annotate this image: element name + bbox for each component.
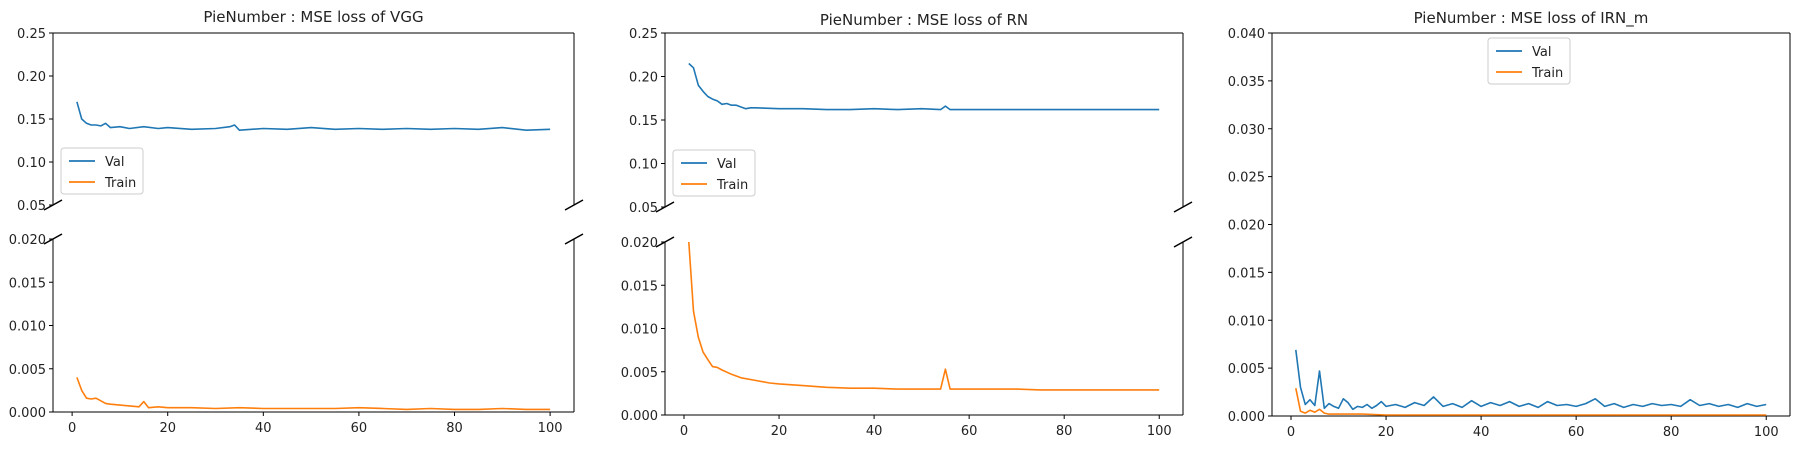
- series-line-val: [76, 101, 551, 131]
- y-tick-label: 0.020: [1228, 219, 1265, 234]
- y-tick-label: 0.20: [629, 71, 658, 86]
- axis-break-mark: [655, 201, 675, 213]
- x-tick-label: 20: [1378, 425, 1395, 440]
- panel-single: 0.000 0.005 0.010 0.015 0.020 0.025 0.030 0.035…: [1228, 27, 1791, 440]
- y-tick-label: 0.005: [1228, 362, 1265, 377]
- chart-title: PieNumber : MSE loss of IRN_m: [1414, 9, 1649, 28]
- legend-label: Train: [716, 178, 748, 193]
- chart-2: PieNumber : MSE loss of RN0.050.100.150.…: [621, 11, 1193, 439]
- legend-label: Val: [1532, 45, 1551, 60]
- x-tick-label: 60: [1568, 425, 1585, 440]
- chart-title: PieNumber : MSE loss of RN: [820, 11, 1028, 29]
- x-tick-label: 80: [446, 421, 463, 436]
- x-tick-label: 0: [1287, 425, 1295, 440]
- y-tick-label: 0.000: [1228, 410, 1265, 425]
- y-tick-label: 0.015: [9, 276, 46, 291]
- y-tick-label: 0.20: [17, 70, 46, 85]
- x-tick-label: 40: [1473, 425, 1490, 440]
- series-line-train: [1295, 388, 1767, 416]
- y-tick-label: 0.10: [629, 158, 658, 173]
- panel-top: 0.05 0.10 0.15 0.20 0.25: [17, 27, 584, 214]
- x-tick-label: 0: [680, 424, 688, 439]
- legend: Val Train: [1487, 37, 1571, 85]
- chart-3: PieNumber : MSE loss of IRN_m0.0000.0050…: [1228, 9, 1791, 440]
- panel-bottom: 0.000 0.005 0.010 0.015 0.020 0 20 40 60 80 100: [621, 236, 1193, 439]
- axis-break-mark: [43, 233, 63, 245]
- y-tick-label: 0.010: [9, 320, 46, 335]
- y-tick-label: 0.000: [9, 406, 46, 421]
- y-tick-label: 0.005: [621, 366, 658, 381]
- series-line-train: [688, 241, 1160, 391]
- x-tick-label: 60: [961, 424, 978, 439]
- series-line-val: [688, 62, 1160, 111]
- panel-bottom: 0.000 0.005 0.010 0.015 0.020 0 20 40 60 80 100: [9, 233, 584, 436]
- y-tick-label: 0.15: [17, 113, 46, 128]
- x-tick-label: 100: [1147, 424, 1172, 439]
- y-tick-label: 0.040: [1228, 27, 1265, 42]
- x-tick-label: 20: [159, 421, 176, 436]
- y-tick-label: 0.25: [17, 27, 46, 42]
- chart-title: PieNumber : MSE loss of VGG: [203, 8, 423, 26]
- x-tick-label: 20: [771, 424, 788, 439]
- chart-1: PieNumber : MSE loss of VGG0.050.100.150…: [9, 8, 584, 436]
- axis-break-mark: [1173, 236, 1193, 248]
- y-tick-label: 0.10: [17, 156, 46, 171]
- y-tick-label: 0.005: [9, 363, 46, 378]
- axis-break-mark: [1173, 201, 1193, 213]
- legend: Val Train: [60, 147, 144, 195]
- x-tick-label: 80: [1056, 424, 1073, 439]
- legend: Val Train: [672, 149, 756, 197]
- y-tick-label: 0.020: [9, 233, 46, 248]
- series-line-train: [76, 377, 551, 411]
- x-tick-label: 0: [68, 421, 76, 436]
- legend-label: Val: [105, 155, 124, 170]
- y-tick-label: 0.05: [17, 199, 46, 214]
- x-tick-label: 40: [255, 421, 272, 436]
- x-tick-label: 100: [1754, 425, 1779, 440]
- axis-break-mark: [564, 199, 584, 211]
- legend-label: Train: [104, 176, 136, 191]
- y-tick-label: 0.015: [621, 279, 658, 294]
- y-tick-label: 0.010: [621, 323, 658, 338]
- panel-top: 0.05 0.10 0.15 0.20 0.25: [629, 27, 1193, 216]
- axis-break-mark: [43, 199, 63, 211]
- axis-break-mark: [655, 236, 675, 248]
- y-tick-label: 0.030: [1228, 123, 1265, 138]
- legend-label: Val: [717, 157, 736, 172]
- y-tick-label: 0.010: [1228, 314, 1265, 329]
- y-tick-label: 0.000: [621, 409, 658, 424]
- axis-break-mark: [564, 233, 584, 245]
- x-tick-label: 80: [1663, 425, 1680, 440]
- y-tick-label: 0.25: [629, 27, 658, 42]
- y-tick-label: 0.025: [1228, 171, 1265, 186]
- y-tick-label: 0.035: [1228, 75, 1265, 90]
- legend-label: Train: [1531, 66, 1563, 81]
- x-tick-label: 40: [866, 424, 883, 439]
- y-tick-label: 0.015: [1228, 266, 1265, 281]
- y-tick-label: 0.05: [629, 201, 658, 216]
- y-tick-label: 0.020: [621, 236, 658, 251]
- x-tick-label: 100: [538, 421, 563, 436]
- y-tick-label: 0.15: [629, 114, 658, 129]
- series-line-val: [1295, 349, 1767, 411]
- x-tick-label: 60: [351, 421, 368, 436]
